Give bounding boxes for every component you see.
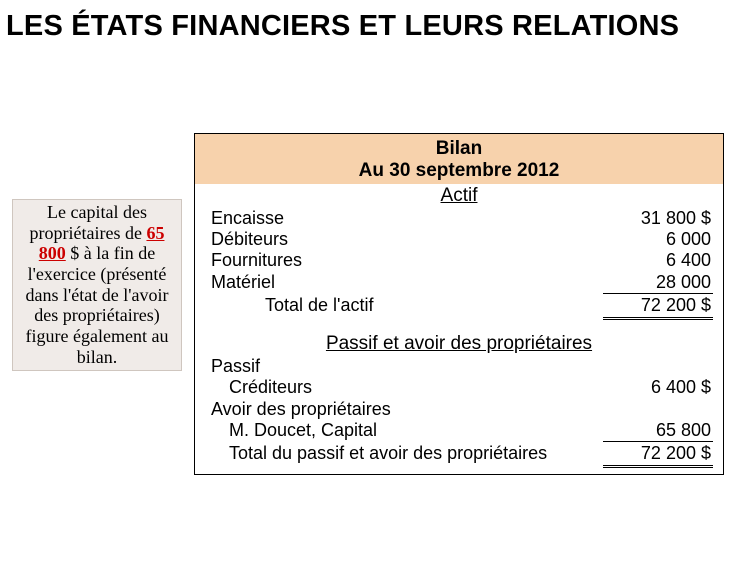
table-row: Fournitures 6 400 — [211, 250, 713, 271]
balance-sheet: Bilan Au 30 septembre 2012 Actif Encaiss… — [194, 133, 724, 475]
cell-label: Avoir des propriétaires — [211, 399, 603, 420]
actif-rows: Encaisse 31 800 $ Débiteurs 6 000 Fourni… — [195, 208, 723, 326]
cell-amount: 65 800 — [603, 420, 713, 441]
table-row: Passif — [211, 356, 713, 377]
table-row: M. Doucet, Capital 65 800 — [211, 420, 713, 441]
cell-label: Passif — [211, 356, 603, 377]
cell-label: Débiteurs — [211, 229, 603, 250]
table-row: Débiteurs 6 000 — [211, 229, 713, 250]
cell-label: Fournitures — [211, 250, 603, 271]
balance-sheet-header: Bilan Au 30 septembre 2012 — [195, 134, 723, 184]
table-row-total: Total du passif et avoir des propriétair… — [211, 441, 713, 468]
cell-label: M. Doucet, Capital — [211, 420, 603, 441]
note-text-pre: Le capital des propriétaires de — [30, 202, 147, 243]
cell-label: Créditeurs — [211, 377, 603, 398]
table-row: Matériel 28 000 — [211, 272, 713, 293]
passif-avoir-rows: Passif Créditeurs 6 400 $ Avoir des prop… — [195, 356, 723, 474]
balance-sheet-date: Au 30 septembre 2012 — [195, 160, 723, 182]
cell-label: Matériel — [211, 272, 603, 293]
cell-amount: 31 800 $ — [603, 208, 713, 229]
cell-label: Encaisse — [211, 208, 603, 229]
section-actif-head: Actif — [195, 184, 723, 208]
section-passif-avoir-head: Passif et avoir des propriétaires — [195, 332, 723, 356]
table-row: Encaisse 31 800 $ — [211, 208, 713, 229]
balance-sheet-title: Bilan — [195, 138, 723, 160]
cell-label: Total de l'actif — [211, 295, 603, 316]
cell-amount: 6 400 — [603, 250, 713, 271]
cell-label: Total du passif et avoir des propriétair… — [211, 443, 603, 464]
table-row: Avoir des propriétaires — [211, 399, 713, 420]
sidebar-note: Le capital des propriétaires de 65 800 $… — [12, 199, 182, 371]
page-title: LES ÉTATS FINANCIERS ET LEURS RELATIONS — [0, 0, 756, 43]
cell-amount: 6 000 — [603, 229, 713, 250]
table-row-total: Total de l'actif 72 200 $ — [211, 293, 713, 320]
cell-amount: 72 200 $ — [603, 293, 713, 320]
cell-amount: 28 000 — [603, 272, 713, 293]
table-row: Créditeurs 6 400 $ — [211, 377, 713, 398]
cell-amount: 72 200 $ — [603, 441, 713, 468]
content-row: Le capital des propriétaires de 65 800 $… — [0, 133, 756, 475]
cell-amount: 6 400 $ — [603, 377, 713, 398]
